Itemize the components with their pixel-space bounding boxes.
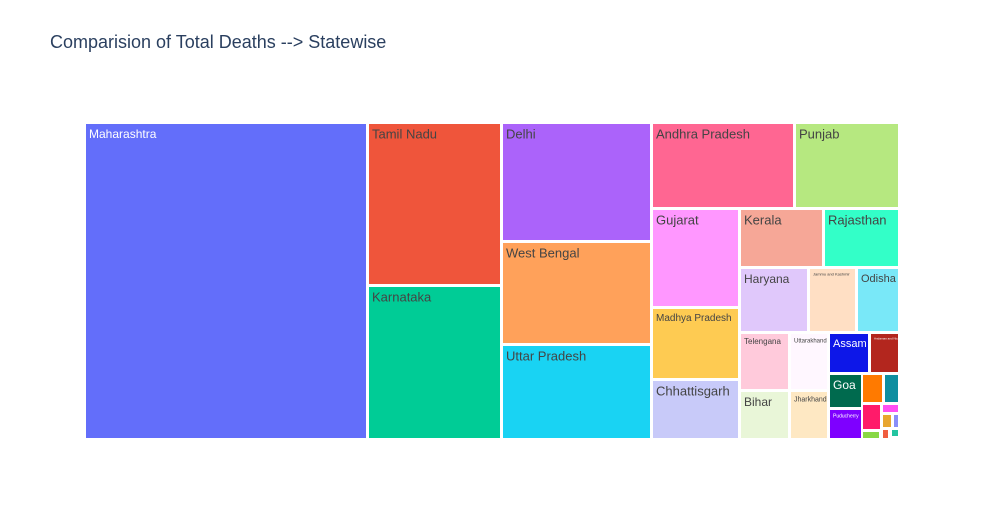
tile-west-bengal-4[interactable] — [503, 243, 650, 343]
tile-jharkhand-21[interactable] — [791, 392, 827, 438]
tile-delhi-3[interactable] — [503, 124, 650, 240]
tile-label-andhra-pradesh: Andhra Pradesh — [656, 127, 750, 142]
tile-label-chhattisgarh: Chhattisgarh — [656, 384, 730, 399]
tile-unlabeled-29[interactable] — [894, 415, 898, 427]
tile-jammu-and-kashmir-13[interactable] — [810, 269, 855, 331]
tile-label-west-bengal: West Bengal — [506, 246, 580, 261]
tile-andhra-pradesh-6[interactable] — [653, 124, 793, 207]
tile-label-karnataka: Karnataka — [372, 290, 432, 305]
tile-label-kerala: Kerala — [744, 213, 782, 228]
tile-label-uttarakhand: Uttarakhand — [794, 338, 827, 344]
tile-unlabeled-30[interactable] — [863, 432, 879, 438]
tile-assam-18[interactable] — [830, 334, 868, 372]
tile-kerala-9[interactable] — [741, 210, 822, 266]
tile-label-puducherry: Puducherry — [833, 414, 859, 420]
tile-label-odisha: Odisha — [861, 273, 897, 285]
tile-haryana-12[interactable] — [741, 269, 807, 331]
tile-label-goa: Goa — [833, 378, 856, 392]
tile-label-uttar-pradesh: Uttar Pradesh — [506, 349, 586, 364]
tile-label-gujarat: Gujarat — [656, 213, 699, 228]
tile-unlabeled-27[interactable] — [883, 405, 898, 412]
tile-label-delhi: Delhi — [506, 127, 536, 142]
chart-title: Comparision of Total Deaths --> Statewis… — [50, 32, 387, 52]
tile-unlabeled-28[interactable] — [883, 415, 891, 427]
tile-label-maharashtra: Maharashtra — [89, 127, 157, 141]
tile-unlabeled-24[interactable] — [885, 375, 898, 402]
tile-unlabeled-31[interactable] — [883, 430, 888, 438]
tile-label-jharkhand: Jharkhand — [794, 396, 827, 403]
tile-bihar-20[interactable] — [741, 392, 788, 438]
tile-karnataka-2[interactable] — [369, 287, 500, 438]
tile-rajasthan-10[interactable] — [825, 210, 898, 266]
tile-label-rajasthan: Rajasthan — [828, 213, 887, 228]
tile-label-assam: Assam — [833, 338, 867, 350]
tile-unlabeled-26[interactable] — [863, 405, 880, 429]
tile-andaman-and-nicobar-islands-19[interactable] — [871, 334, 898, 372]
tile-label-jammu-and-kashmir: Jammu and Kashmir — [813, 272, 850, 277]
tile-chhattisgarh-15[interactable] — [653, 381, 738, 438]
tile-label-haryana: Haryana — [744, 272, 790, 286]
tile-maharashtra-0[interactable] — [86, 124, 366, 438]
tile-puducherry-25[interactable] — [830, 410, 861, 438]
tile-tamil-nadu-1[interactable] — [369, 124, 500, 284]
tile-label-telengana: Telengana — [744, 337, 781, 346]
tile-unlabeled-32[interactable] — [892, 430, 898, 436]
tile-label-bihar: Bihar — [744, 395, 772, 409]
tile-unlabeled-23[interactable] — [863, 375, 882, 402]
tile-label-andaman-and-nicobar-islands: Andaman and Nicobar Islands — [874, 337, 915, 341]
tile-goa-22[interactable] — [830, 375, 861, 407]
tile-label-madhya-pradesh: Madhya Pradesh — [656, 313, 732, 324]
tile-telengana-16[interactable] — [741, 334, 788, 389]
tile-uttarakhand-17[interactable] — [791, 334, 827, 389]
tile-gujarat-8[interactable] — [653, 210, 738, 306]
tile-uttar-pradesh-5[interactable] — [503, 346, 650, 438]
tile-odisha-14[interactable] — [858, 269, 898, 331]
tile-label-punjab: Punjab — [799, 127, 839, 142]
tile-punjab-7[interactable] — [796, 124, 898, 207]
tile-madhya-pradesh-11[interactable] — [653, 309, 738, 378]
tile-label-tamil-nadu: Tamil Nadu — [372, 127, 437, 142]
